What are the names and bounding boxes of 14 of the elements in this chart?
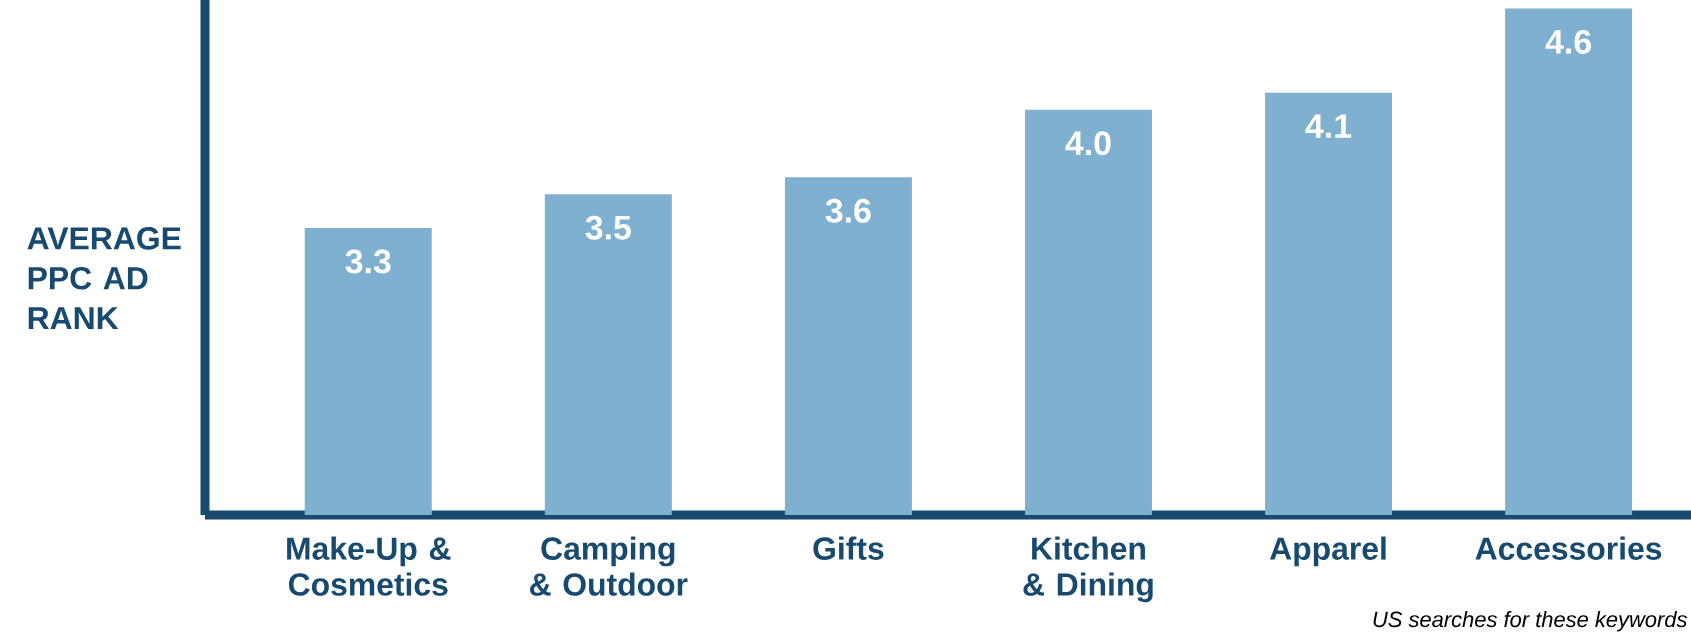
x-tick-label: Accessories: [1475, 536, 1662, 560]
data-label: 4.0: [1065, 131, 1111, 156]
x-tick-label: Kitchen & Dining: [1023, 536, 1153, 603]
x-tick-label: Gifts: [813, 536, 884, 560]
y-axis-title: AVERAGE PPC AD RANK: [27, 227, 181, 330]
x-tick-label: Camping & Outdoor: [530, 536, 688, 596]
x-tick-label: Apparel: [1269, 536, 1386, 567]
data-label: 3.3: [345, 249, 391, 274]
data-label: 4.1: [1305, 114, 1352, 138]
data-label: 4.6: [1545, 29, 1591, 54]
data-label: 3.6: [825, 198, 871, 223]
text: US searches for these keywords: [1373, 611, 1688, 632]
x-tick-label: Make-Up & Cosmetics: [287, 536, 451, 596]
data-label: 3.5: [585, 215, 631, 240]
